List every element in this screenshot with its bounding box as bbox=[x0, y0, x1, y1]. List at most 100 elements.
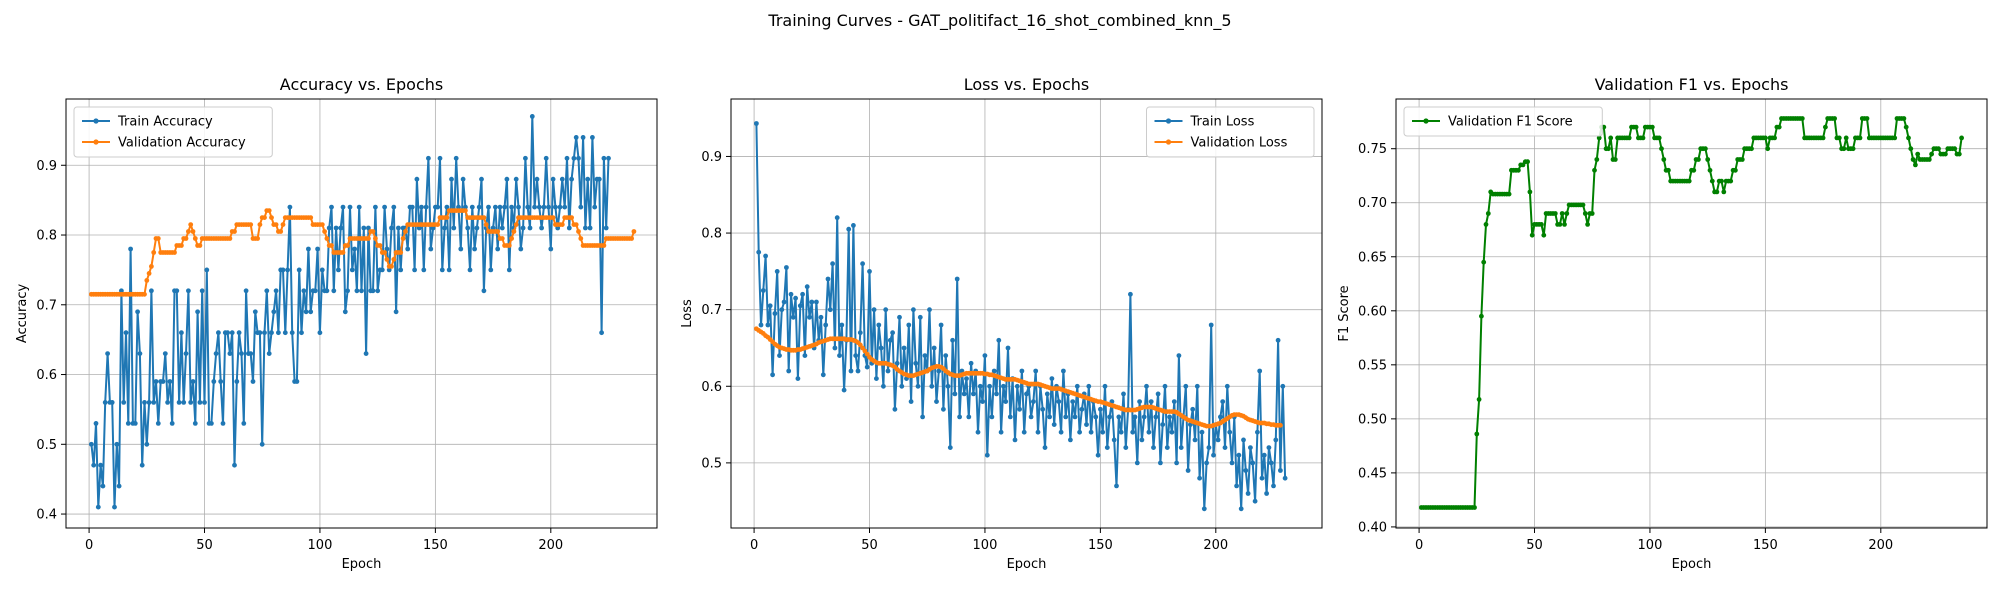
data-point bbox=[469, 204, 475, 210]
data-point bbox=[1201, 506, 1207, 512]
data-point bbox=[1278, 422, 1283, 428]
y-tick-label: 0.65 bbox=[1358, 250, 1387, 265]
data-point bbox=[329, 204, 334, 210]
data-point bbox=[1661, 157, 1667, 162]
data-point bbox=[564, 155, 570, 161]
data-point bbox=[324, 236, 330, 241]
data-point bbox=[855, 368, 861, 374]
legend-swatch-marker bbox=[1165, 118, 1172, 124]
data-point bbox=[513, 222, 519, 228]
data-point bbox=[1799, 116, 1805, 121]
data-point bbox=[1206, 445, 1212, 450]
data-point bbox=[354, 288, 360, 294]
data-point bbox=[920, 414, 925, 420]
data-point bbox=[1956, 151, 1962, 157]
data-point bbox=[1516, 167, 1521, 173]
data-point bbox=[398, 267, 404, 273]
data-point bbox=[199, 288, 205, 294]
data-point bbox=[543, 155, 549, 161]
data-point bbox=[1696, 157, 1701, 162]
data-point bbox=[1539, 222, 1544, 227]
data-point bbox=[188, 222, 194, 228]
x-tick-label: 0 bbox=[1415, 538, 1423, 553]
data-point bbox=[1850, 146, 1856, 152]
x-axis-label: Epoch bbox=[1672, 557, 1712, 572]
y-tick-label: 0.75 bbox=[1358, 142, 1387, 157]
data-point bbox=[509, 204, 514, 210]
series-line-1 bbox=[755, 123, 1287, 510]
data-point bbox=[1857, 135, 1863, 141]
data-point bbox=[1820, 135, 1826, 141]
data-point bbox=[423, 204, 429, 210]
data-point bbox=[1058, 429, 1064, 435]
data-point bbox=[105, 351, 110, 356]
data-point bbox=[899, 383, 905, 389]
data-point bbox=[1823, 124, 1828, 130]
data-point bbox=[1042, 445, 1048, 450]
data-point bbox=[396, 225, 401, 231]
legend-label: Train Loss bbox=[1190, 115, 1255, 130]
data-point bbox=[437, 155, 443, 161]
data-point bbox=[195, 309, 201, 315]
data-point bbox=[255, 236, 260, 241]
data-point bbox=[271, 309, 277, 315]
data-point bbox=[885, 368, 891, 374]
data-point bbox=[1527, 189, 1533, 195]
data-point bbox=[340, 204, 346, 210]
x-tick-label: 0 bbox=[750, 538, 758, 553]
data-point bbox=[809, 299, 815, 305]
data-point bbox=[839, 322, 845, 328]
data-point bbox=[391, 257, 397, 262]
data-point bbox=[146, 271, 152, 276]
data-point bbox=[276, 330, 281, 336]
data-point bbox=[1007, 414, 1013, 420]
data-point bbox=[287, 204, 293, 210]
data-point bbox=[760, 288, 766, 293]
data-point bbox=[585, 176, 591, 182]
data-point bbox=[601, 155, 607, 161]
data-point bbox=[1476, 397, 1482, 402]
data-point bbox=[421, 267, 427, 273]
data-point bbox=[996, 337, 1002, 343]
data-point bbox=[382, 250, 387, 255]
data-point bbox=[550, 176, 556, 182]
data-point bbox=[629, 236, 634, 241]
x-tick-label: 200 bbox=[1203, 538, 1228, 553]
data-point bbox=[289, 330, 295, 336]
data-point bbox=[119, 288, 124, 294]
data-point bbox=[1144, 383, 1149, 389]
data-point bbox=[409, 204, 415, 210]
data-point bbox=[878, 345, 884, 351]
data-point bbox=[509, 236, 514, 241]
data-point bbox=[356, 204, 362, 210]
data-point bbox=[114, 441, 120, 447]
data-point bbox=[1633, 124, 1639, 130]
data-point bbox=[389, 225, 394, 231]
data-point bbox=[938, 322, 944, 328]
y-tick-label: 0.50 bbox=[1358, 412, 1387, 427]
y-tick-label: 0.9 bbox=[36, 159, 57, 174]
data-point bbox=[479, 176, 484, 182]
data-point bbox=[541, 204, 547, 210]
data-point bbox=[562, 204, 568, 210]
data-point bbox=[758, 322, 764, 328]
data-point bbox=[765, 322, 771, 328]
data-point bbox=[1525, 159, 1530, 165]
data-point bbox=[1248, 445, 1253, 450]
data-point bbox=[506, 267, 512, 273]
data-point bbox=[142, 291, 147, 297]
data-point bbox=[248, 222, 254, 228]
data-point bbox=[1162, 383, 1168, 389]
data-point bbox=[1257, 368, 1263, 374]
data-point bbox=[1134, 460, 1140, 466]
data-point bbox=[243, 288, 249, 294]
data-point bbox=[1074, 383, 1080, 389]
y-tick-label: 0.40 bbox=[1358, 520, 1387, 535]
data-point bbox=[463, 204, 468, 210]
data-point bbox=[1626, 135, 1632, 141]
data-point bbox=[790, 314, 796, 320]
data-point bbox=[1749, 146, 1754, 152]
data-point bbox=[1211, 452, 1216, 458]
data-point bbox=[317, 330, 323, 336]
data-point bbox=[162, 351, 168, 356]
